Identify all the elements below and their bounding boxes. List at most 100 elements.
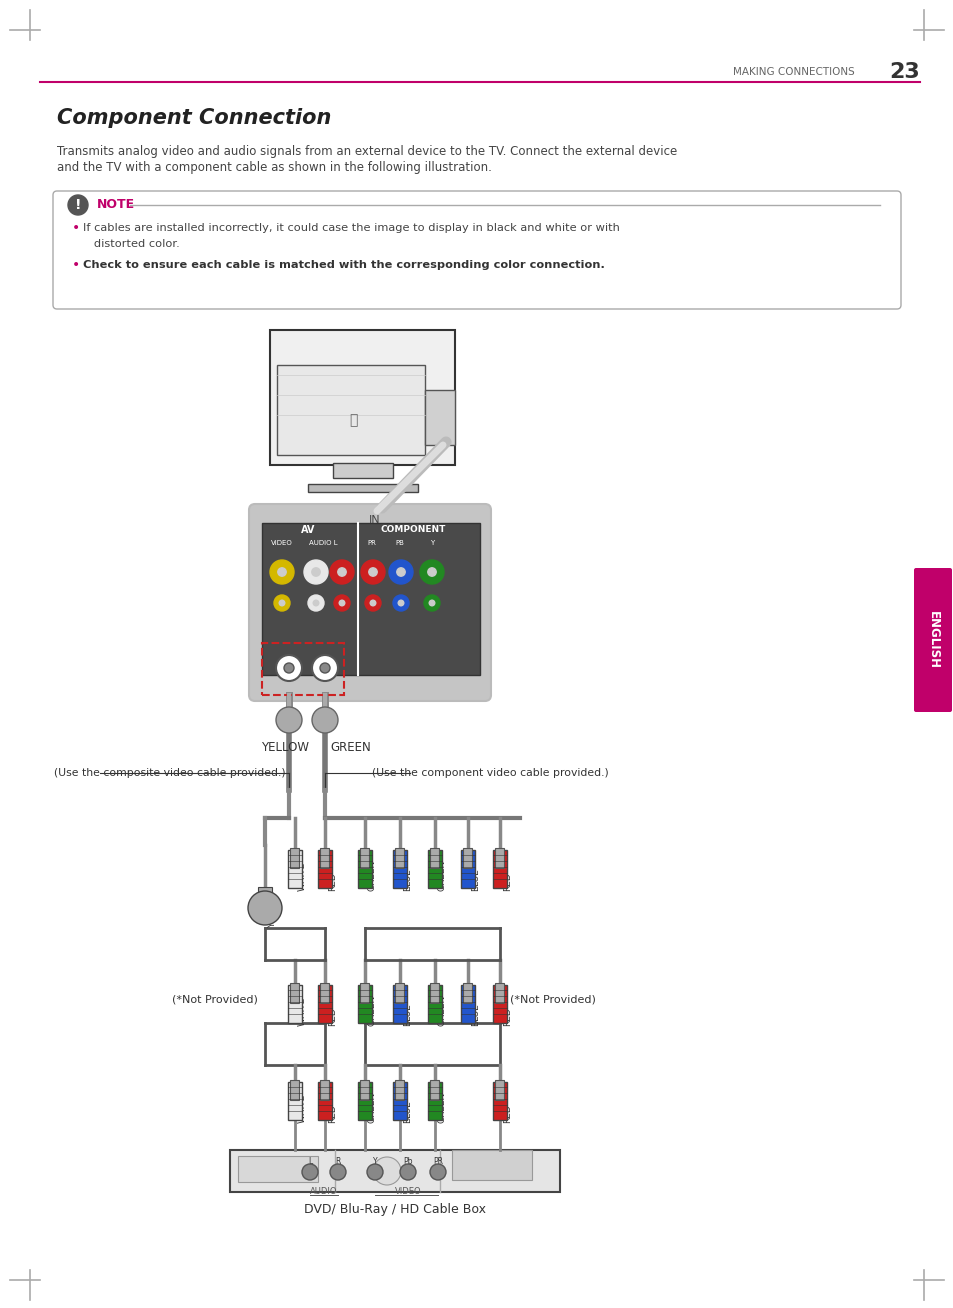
- Text: AV: AV: [300, 525, 314, 535]
- Circle shape: [330, 1164, 346, 1180]
- Circle shape: [279, 600, 285, 606]
- Bar: [357, 1082, 372, 1120]
- Bar: [317, 1082, 332, 1120]
- Text: (*Not Provided): (*Not Provided): [510, 995, 596, 1005]
- Text: PR: PR: [367, 540, 376, 545]
- Bar: [357, 850, 372, 888]
- Text: PR: PR: [433, 1158, 442, 1167]
- Circle shape: [334, 595, 350, 611]
- Circle shape: [430, 1164, 446, 1180]
- FancyBboxPatch shape: [913, 568, 951, 712]
- Circle shape: [393, 595, 409, 611]
- Bar: [333, 463, 393, 477]
- Circle shape: [270, 560, 294, 583]
- Bar: [430, 1080, 439, 1100]
- Circle shape: [275, 655, 302, 681]
- Circle shape: [313, 600, 318, 606]
- Bar: [317, 985, 332, 1023]
- Circle shape: [337, 568, 346, 577]
- Bar: [495, 984, 504, 1003]
- Bar: [393, 850, 407, 888]
- Text: GREEN: GREEN: [330, 742, 371, 755]
- Bar: [393, 985, 407, 1023]
- Circle shape: [419, 560, 443, 583]
- Bar: [393, 1082, 407, 1120]
- Circle shape: [397, 600, 403, 606]
- Circle shape: [274, 595, 290, 611]
- Text: BLUE: BLUE: [471, 1003, 479, 1025]
- Bar: [320, 984, 329, 1003]
- Text: RED: RED: [328, 872, 336, 891]
- Text: GREEN: GREEN: [368, 1092, 376, 1124]
- Text: 23: 23: [888, 61, 919, 82]
- Text: Check to ensure each cable is matched with the corresponding color connection.: Check to ensure each cable is matched wi…: [83, 260, 604, 269]
- Bar: [428, 1082, 441, 1120]
- Circle shape: [304, 560, 328, 583]
- Circle shape: [312, 568, 320, 577]
- Text: VIDEO: VIDEO: [395, 1186, 421, 1196]
- Circle shape: [399, 1164, 416, 1180]
- Bar: [395, 848, 404, 869]
- Text: BLUE: BLUE: [471, 869, 479, 891]
- Bar: [230, 1150, 559, 1192]
- Circle shape: [312, 655, 337, 681]
- Bar: [495, 848, 504, 869]
- Text: (Use the component video cable provided.): (Use the component video cable provided.…: [372, 768, 608, 778]
- Text: NOTE: NOTE: [97, 199, 135, 212]
- Bar: [308, 484, 417, 492]
- Text: GREEN: GREEN: [368, 859, 376, 891]
- Text: WHITE: WHITE: [297, 997, 307, 1025]
- Text: Y: Y: [373, 1158, 377, 1167]
- Circle shape: [427, 568, 436, 577]
- Circle shape: [423, 595, 439, 611]
- Circle shape: [284, 663, 294, 674]
- Text: RED: RED: [328, 1104, 336, 1124]
- Text: ENGLISH: ENGLISH: [925, 611, 939, 668]
- Bar: [430, 984, 439, 1003]
- Bar: [495, 1080, 504, 1100]
- Bar: [291, 1080, 299, 1100]
- Bar: [262, 523, 479, 675]
- Bar: [237, 1156, 317, 1182]
- Text: GREEN: GREEN: [368, 995, 376, 1025]
- Bar: [463, 848, 472, 869]
- Text: MAKING CONNECTIONS: MAKING CONNECTIONS: [733, 67, 854, 77]
- Bar: [430, 848, 439, 869]
- Bar: [395, 1080, 404, 1100]
- Circle shape: [396, 568, 405, 577]
- Text: •: •: [71, 258, 80, 272]
- Text: PB: PB: [395, 540, 404, 545]
- Circle shape: [308, 595, 324, 611]
- Circle shape: [369, 568, 376, 577]
- Text: (*Not Provided): (*Not Provided): [172, 995, 257, 1005]
- FancyBboxPatch shape: [249, 504, 491, 701]
- Bar: [428, 850, 441, 888]
- Bar: [317, 850, 332, 888]
- Bar: [360, 984, 369, 1003]
- Text: RED: RED: [502, 1104, 512, 1124]
- Circle shape: [277, 568, 286, 577]
- Text: AUDIO L: AUDIO L: [309, 540, 337, 545]
- Text: L: L: [308, 1158, 312, 1167]
- Circle shape: [389, 560, 413, 583]
- Text: BLUE: BLUE: [402, 1003, 412, 1025]
- Bar: [357, 985, 372, 1023]
- Bar: [493, 850, 506, 888]
- Text: GREEN: GREEN: [437, 859, 447, 891]
- Circle shape: [68, 195, 88, 215]
- Text: BLUE: BLUE: [402, 1100, 412, 1124]
- Bar: [288, 985, 302, 1023]
- Text: R: R: [335, 1158, 340, 1167]
- Text: RED: RED: [328, 1007, 336, 1025]
- Text: ⚿: ⚿: [349, 413, 356, 426]
- Text: Component Connection: Component Connection: [57, 109, 331, 128]
- Text: AUDIO: AUDIO: [310, 1186, 337, 1196]
- Text: and the TV with a component cable as shown in the following illustration.: and the TV with a component cable as sho…: [57, 161, 492, 174]
- Bar: [460, 985, 475, 1023]
- Text: COMPONENT: COMPONENT: [380, 526, 445, 535]
- Bar: [493, 985, 506, 1023]
- Text: Transmits analog video and audio signals from an external device to the TV. Conn: Transmits analog video and audio signals…: [57, 145, 677, 158]
- Circle shape: [319, 663, 330, 674]
- Circle shape: [370, 600, 375, 606]
- Bar: [360, 1080, 369, 1100]
